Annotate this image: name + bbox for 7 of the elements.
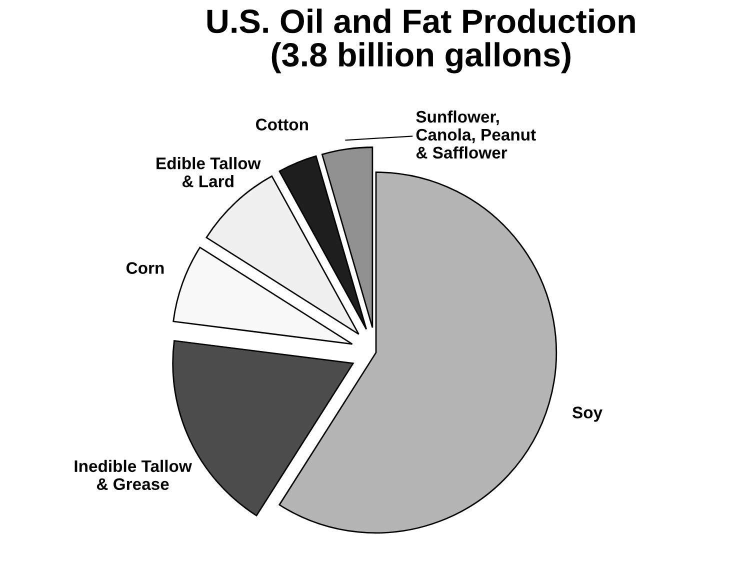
slice-label: Corn [126,262,164,274]
legend-label: Sunflower, Canola, Peanut & Safflower [416,110,536,159]
slice-label: Inedible Tallow & Grease [74,460,192,490]
slice-label: Soy [572,406,602,422]
slice-label: Cotton [256,118,308,130]
slice-label: Edible Tallow & Lard [156,157,261,188]
chart-title: U.S. Oil and Fat Production (3.8 billion gallons) [207,8,635,74]
